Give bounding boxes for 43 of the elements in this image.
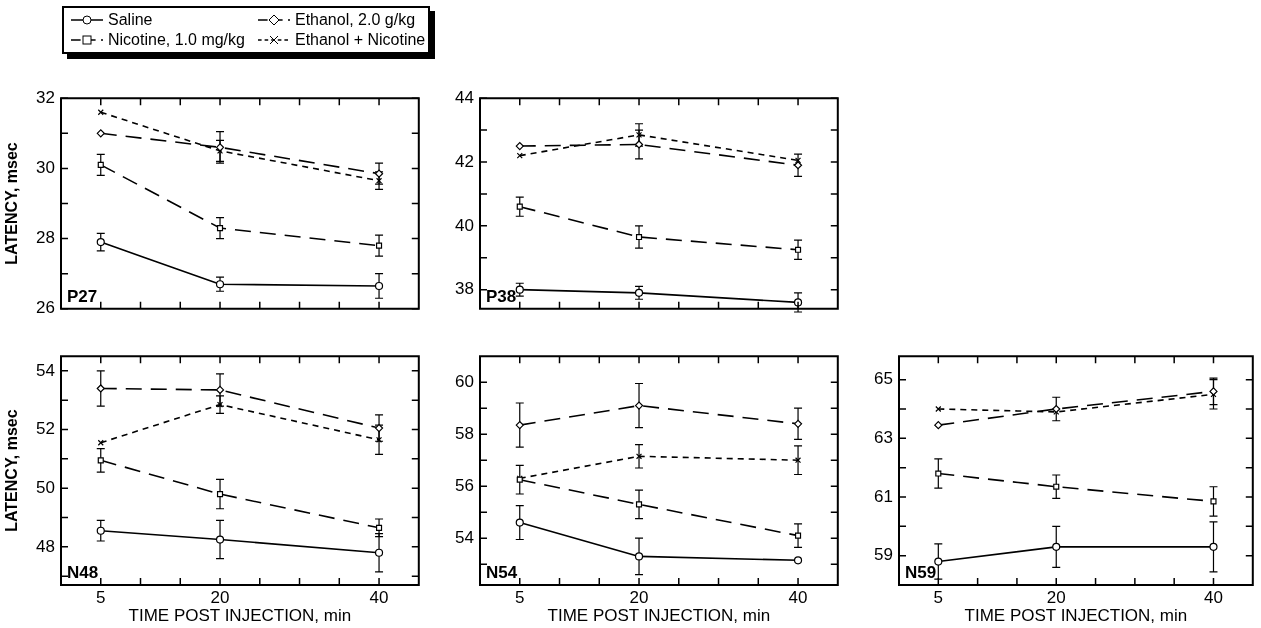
x-tick-label: 5 xyxy=(933,587,944,607)
x-axis-title: TIME POST INJECTION, min xyxy=(547,606,771,626)
y-tick-label: 54 xyxy=(36,360,55,380)
y-tick-label: 48 xyxy=(36,536,55,556)
y-tick-label: 63 xyxy=(874,428,893,448)
y-tick-label: 44 xyxy=(455,87,474,107)
y-tick-label: 60 xyxy=(455,371,474,391)
x-tick-label: 5 xyxy=(96,587,106,607)
x-tick-label: 20 xyxy=(629,587,649,607)
y-tick-label: 28 xyxy=(36,228,55,248)
y-tick-label: 65 xyxy=(874,369,893,389)
y-tick-label: 54 xyxy=(455,527,474,547)
y-axis-title: LATENCY, msec xyxy=(3,142,21,265)
annotation: N54 xyxy=(486,563,518,583)
annotation: P38 xyxy=(486,286,517,306)
x-tick-label: 40 xyxy=(369,587,389,607)
y-tick-label: 26 xyxy=(36,298,55,318)
x-tick-label: 5 xyxy=(515,587,525,607)
annotation: N48 xyxy=(67,563,99,583)
y-tick-label: 32 xyxy=(36,87,55,107)
legend-label: Saline xyxy=(108,10,153,30)
y-tick-label: 58 xyxy=(455,423,474,443)
y-tick-label: 42 xyxy=(455,151,474,171)
legend-label: Ethanol, 2.0 g/kg xyxy=(294,10,416,30)
y-tick-label: 50 xyxy=(36,477,55,497)
y-tick-label: 30 xyxy=(36,158,55,178)
x-axis-title: TIME POST INJECTION, min xyxy=(128,606,352,626)
y-tick-label: 38 xyxy=(455,279,474,299)
x-tick-label: 40 xyxy=(788,587,808,607)
x-axis-title: TIME POST INJECTION, min xyxy=(964,606,1188,626)
y-tick-label: 61 xyxy=(874,486,893,506)
legend-label: Nicotine, 1.0 mg/kg xyxy=(108,30,245,50)
x-tick-label: 40 xyxy=(1204,587,1223,607)
y-tick-label: 40 xyxy=(455,215,474,235)
y-tick-label: 52 xyxy=(36,419,55,439)
annotation: P27 xyxy=(67,286,98,306)
y-tick-label: 59 xyxy=(874,545,893,565)
annotation: N59 xyxy=(905,563,937,583)
y-axis-title: LATENCY, msec xyxy=(3,409,21,532)
x-tick-label: 20 xyxy=(1046,587,1066,607)
y-tick-label: 56 xyxy=(455,475,474,495)
x-tick-label: 20 xyxy=(210,587,230,607)
legend-label: Ethanol + Nicotine xyxy=(294,30,426,50)
